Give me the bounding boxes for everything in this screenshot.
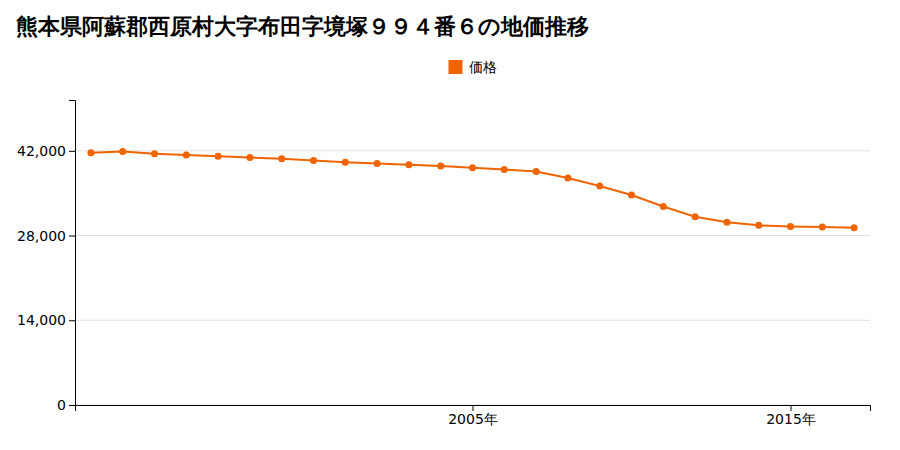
point [596,182,603,189]
tick-label: 14,000 [17,312,66,328]
legend-swatch [449,60,463,74]
y-tick: 0 [57,397,75,413]
point [628,192,635,199]
point [787,223,794,230]
y-tick: 14,000 [17,312,75,328]
point [183,152,190,159]
marks [87,148,857,231]
x-axis: 2005年 2015年 [76,405,871,427]
point [119,148,126,155]
point [469,164,476,171]
legend-label: 価格 [469,59,497,75]
tick-label: 42,000 [17,143,66,159]
tick-mark [69,236,75,237]
grid-line [75,235,870,236]
x-tick: 2015年 [766,405,816,427]
y-tick: 42,000 [17,143,75,159]
tick-label: 28,000 [17,228,66,244]
grid [75,151,870,405]
grid-line [75,320,870,321]
axis-line [69,101,76,406]
point [151,150,158,157]
point [692,213,699,220]
point [533,168,540,175]
point [851,224,858,231]
point [246,154,253,161]
grid-line [75,150,870,151]
tick-label: 0 [57,397,66,413]
tick-mark [69,320,75,321]
point [660,203,667,210]
tick-label: 2015年 [766,411,816,427]
y-tick: 28,000 [17,228,75,244]
point [215,153,222,160]
point [278,155,285,162]
point [87,149,94,156]
legend-item: 価格 [449,59,497,75]
point [437,162,444,169]
title: 熊本県阿蘇郡西原村大字布田字境塚９９４番６の地価推移 [16,14,589,39]
point [342,159,349,166]
legend: 価格 [449,59,497,75]
chart: 熊本県阿蘇郡西原村大字布田字境塚９９４番６の地価推移 0 14,000 28,000 4… [0,0,900,450]
tick-mark [69,405,75,406]
point [405,161,412,168]
line [91,151,854,227]
tick-label: 2005年 [448,411,498,427]
point [501,166,508,173]
point [310,157,317,164]
x-tick: 2005年 [448,405,498,427]
point [723,219,730,226]
tick-mark [69,151,75,152]
point [374,160,381,167]
y-axis: 0 14,000 28,000 42,000 [17,101,76,413]
point [564,175,571,182]
point [819,224,826,231]
point [755,222,762,229]
plot: 0 14,000 28,000 42,000 2005年 2015年 [17,101,871,427]
